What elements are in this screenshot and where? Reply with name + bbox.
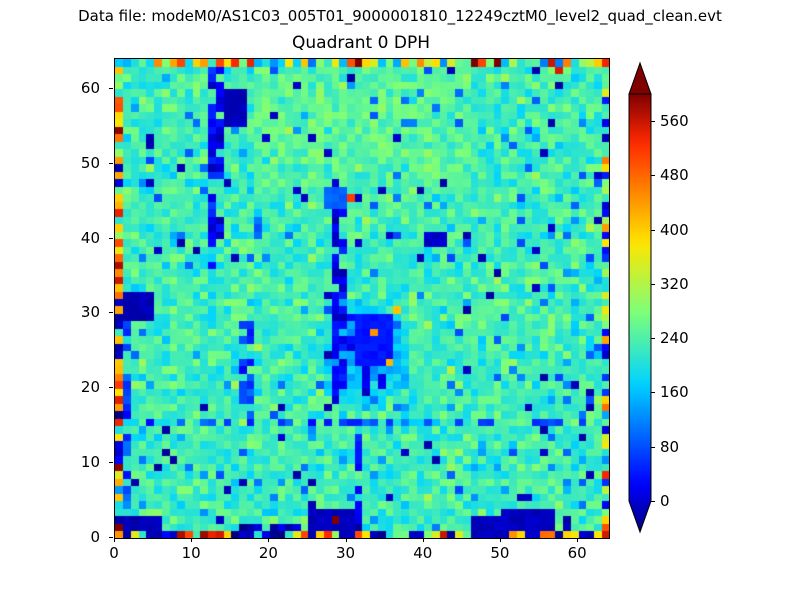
y-tick-label: 60 <box>80 78 100 97</box>
x-tickmark <box>345 538 347 542</box>
y-tick-label: 30 <box>80 303 100 322</box>
heatmap-image <box>115 59 609 538</box>
x-tick-label: 60 <box>567 544 587 562</box>
y-tickmark <box>109 87 113 89</box>
colorbar-tick-label: 240 <box>660 329 689 348</box>
y-tick-label: 20 <box>80 378 100 397</box>
colorbar-tickmark <box>651 392 655 394</box>
y-tick-label: 10 <box>80 453 100 472</box>
x-tickmark <box>422 538 424 542</box>
y-tickmark <box>109 387 113 389</box>
colorbar-tick-label: 400 <box>660 220 689 239</box>
y-tick-label: 40 <box>80 228 100 247</box>
x-tick-label: 10 <box>181 544 201 562</box>
colorbar-tick-label: 0 <box>660 492 670 510</box>
x-tick-label: 40 <box>413 544 433 562</box>
y-tickmark <box>109 237 113 239</box>
x-tick-label: 0 <box>109 544 119 562</box>
colorbar-tickmark <box>651 283 655 285</box>
y-tickmark <box>109 462 113 464</box>
x-tick-label: 50 <box>490 544 510 562</box>
x-tickmark <box>114 538 115 542</box>
colorbar-tickmark <box>651 338 655 340</box>
colorbar-tick-label: 560 <box>660 112 689 131</box>
x-tick-label: 30 <box>336 544 356 562</box>
x-tick-label: 20 <box>258 544 278 562</box>
colorbar-tickmark <box>651 175 655 177</box>
y-tickmark <box>109 537 113 538</box>
data-file-label: Data file: modeM0/AS1C03_005T01_90000018… <box>78 7 722 25</box>
colorbar[interactable] <box>628 58 652 537</box>
y-tick-label: 0 <box>90 528 100 546</box>
colorbar-tick-label: 480 <box>660 166 689 185</box>
x-tickmark <box>191 538 193 542</box>
colorbar-tickmark <box>651 121 655 123</box>
colorbar-tickmark <box>651 229 655 231</box>
colorbar-tick-label: 320 <box>660 274 689 293</box>
x-tickmark <box>499 538 501 542</box>
y-tickmark <box>109 312 113 314</box>
colorbar-gradient <box>628 61 652 534</box>
y-tick-label: 50 <box>80 153 100 172</box>
colorbar-tick-label: 80 <box>660 437 680 456</box>
page-title: Quadrant 0 DPH <box>292 33 430 53</box>
y-tickmark <box>109 162 113 164</box>
colorbar-tickmark <box>651 446 655 448</box>
x-tickmark <box>268 538 270 542</box>
x-tickmark <box>577 538 579 542</box>
detector-heatmap-axes[interactable] <box>114 58 610 539</box>
colorbar-tickmark <box>651 501 655 502</box>
colorbar-tick-label: 160 <box>660 383 689 402</box>
